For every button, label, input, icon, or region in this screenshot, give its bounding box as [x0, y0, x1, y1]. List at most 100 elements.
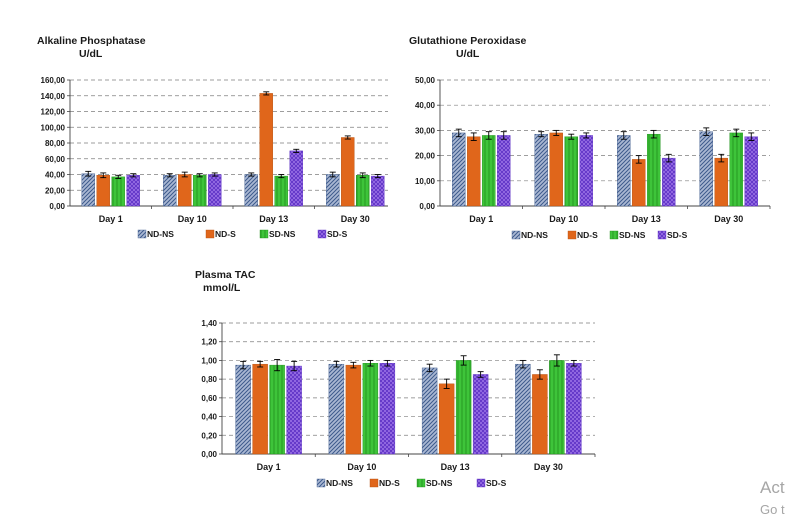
error-bar — [733, 128, 740, 138]
bar-nd-s-3 — [714, 157, 728, 207]
y-tick-label: 30,00 — [415, 126, 436, 135]
chart-subtitle: mmol/L — [203, 282, 241, 294]
bar-sd-ns-0 — [269, 364, 285, 455]
legend-label: ND-S — [215, 229, 236, 239]
y-tick-label: 80,00 — [45, 139, 66, 148]
bar-nd-s-0 — [252, 363, 268, 455]
y-tick-label: 0,00 — [49, 202, 65, 211]
legend-entry-nd-ns: ND-NS — [511, 230, 548, 240]
error-bar — [519, 359, 526, 369]
chart-subtitle: U/dL — [456, 48, 480, 60]
x-tick-label: Day 1 — [469, 214, 493, 224]
bar-nd-s-0 — [96, 175, 110, 207]
bar-nd-ns-1 — [534, 133, 548, 207]
y-tick-label: 1,00 — [201, 356, 217, 365]
bar-sd-ns-1 — [564, 136, 578, 207]
error-bar — [181, 171, 188, 178]
error-bar — [100, 172, 107, 179]
legend-swatch — [567, 230, 577, 240]
x-tick-label: Day 30 — [341, 214, 370, 224]
legend-swatch — [137, 229, 147, 239]
legend-label: ND-NS — [147, 229, 174, 239]
error-bar — [374, 174, 381, 179]
error-bar — [240, 360, 247, 370]
x-tick-label: Day 10 — [549, 214, 578, 224]
error-bar — [248, 172, 255, 177]
x-tick-label: Day 13 — [441, 462, 470, 472]
legend-label: SD-NS — [269, 229, 296, 239]
bar-nd-s-3 — [532, 374, 548, 455]
legend-entry-sd-s: SD-S — [476, 478, 507, 488]
legend-entry-sd-s: SD-S — [317, 229, 348, 239]
x-tick-label: Day 13 — [259, 214, 288, 224]
bar-sd-ns-2 — [647, 133, 661, 207]
error-bar — [115, 174, 122, 179]
bar-sd-ns-0 — [482, 135, 496, 207]
bar-nd-ns-2 — [244, 174, 258, 207]
bar-nd-ns-0 — [81, 173, 95, 207]
error-bar — [367, 359, 374, 367]
error-bar — [470, 132, 477, 141]
error-bar — [359, 172, 366, 179]
bar-nd-s-2 — [259, 93, 273, 207]
legend-swatch — [205, 229, 215, 239]
error-bar — [635, 155, 642, 164]
legend-swatch — [369, 478, 379, 488]
y-tick-label: 0,00 — [201, 450, 217, 459]
legend-swatch — [416, 478, 426, 488]
y-tick-label: 10,00 — [415, 177, 436, 186]
legend-swatch — [316, 478, 326, 488]
bar-sd-ns-3 — [729, 132, 743, 207]
bar-nd-ns-0 — [452, 132, 466, 207]
error-bar — [384, 359, 391, 367]
error-bar — [703, 127, 710, 136]
legend-entry-sd-ns: SD-NS — [416, 478, 453, 488]
legend-entry-nd-s: ND-S — [567, 230, 598, 240]
chart-title: Plasma TAC — [195, 269, 256, 281]
x-tick-label: Day 13 — [632, 214, 661, 224]
bar-sd-ns-2 — [455, 360, 472, 455]
bar-sd-s-0 — [126, 175, 140, 207]
error-bar — [329, 171, 336, 178]
error-bar — [553, 354, 560, 367]
error-bar — [293, 148, 300, 153]
error-bar — [748, 132, 755, 141]
error-bar — [568, 133, 575, 140]
legend-swatch — [657, 230, 667, 240]
error-bar — [85, 170, 92, 177]
activation-watermark-line2: Go t — [760, 502, 785, 517]
error-bar — [583, 132, 590, 139]
legend-entry-sd-ns: SD-NS — [259, 229, 296, 239]
legend-swatch — [511, 230, 521, 240]
bar-nd-s-2 — [438, 383, 455, 455]
legend-swatch — [609, 230, 619, 240]
error-bar — [650, 129, 657, 139]
y-tick-label: 0,20 — [201, 431, 217, 440]
legend-swatch — [476, 478, 486, 488]
legend-label: ND-S — [577, 230, 598, 240]
y-tick-label: 0,60 — [201, 394, 217, 403]
bar-nd-s-0 — [467, 136, 481, 207]
y-tick-label: 0,40 — [201, 413, 217, 422]
error-bar — [263, 91, 270, 96]
y-tick-label: 50,00 — [415, 76, 436, 85]
legend-label: ND-S — [379, 478, 400, 488]
error-bar — [553, 129, 560, 136]
error-bar — [500, 131, 507, 140]
bar-sd-s-1 — [579, 135, 593, 207]
y-tick-label: 0,80 — [201, 375, 217, 384]
x-tick-label: Day 30 — [534, 462, 563, 472]
y-tick-label: 0,00 — [419, 202, 435, 211]
error-bar — [344, 135, 351, 140]
y-tick-label: 100,00 — [41, 123, 66, 132]
y-tick-label: 140,00 — [41, 92, 66, 101]
bar-sd-s-3 — [371, 175, 385, 207]
legend-label: SD-NS — [426, 478, 453, 488]
y-tick-label: 60,00 — [45, 155, 66, 164]
y-tick-label: 40,00 — [45, 171, 66, 180]
error-bar — [536, 369, 543, 380]
bar-sd-ns-1 — [362, 363, 379, 455]
x-tick-label: Day 1 — [99, 214, 123, 224]
bar-sd-s-3 — [566, 363, 582, 455]
